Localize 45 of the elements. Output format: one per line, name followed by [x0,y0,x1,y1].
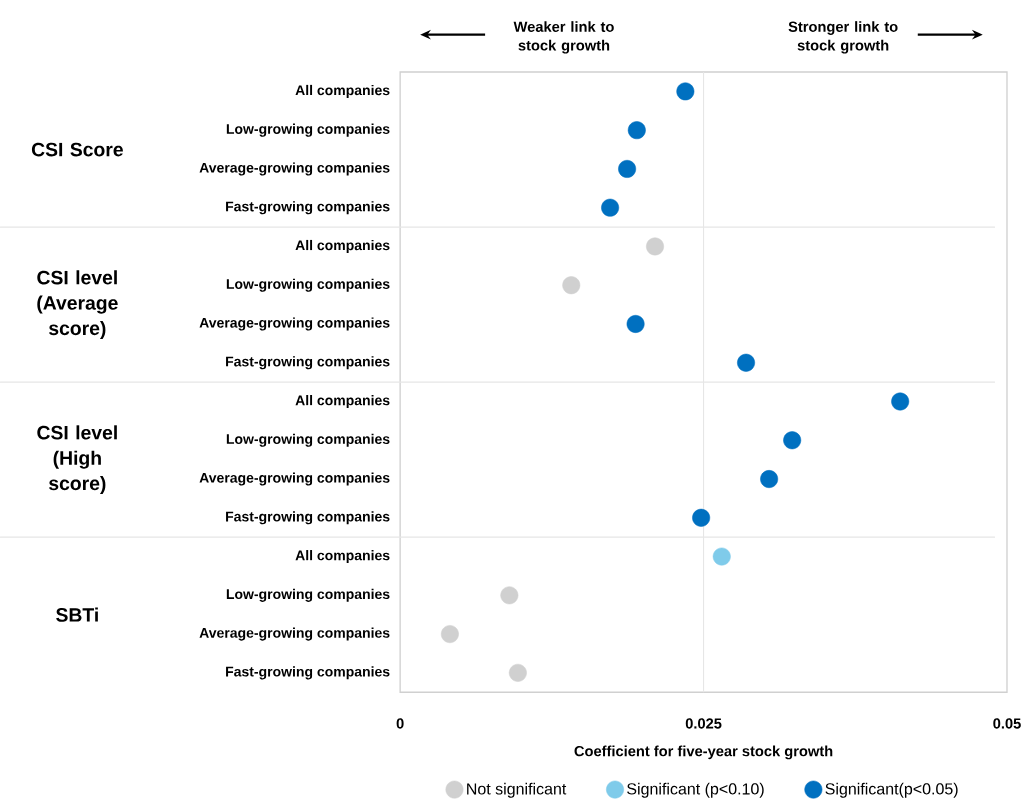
point [646,237,664,256]
point [626,314,645,333]
y-tick-label: Fast-growing companies [226,666,390,680]
point [692,508,711,527]
y-tick-label: Average-growing companies [199,162,390,176]
y-tick-label: All companies [295,239,390,253]
y-tick-label: Low-growing companies [226,588,390,602]
y-tick-label: All companies [295,549,390,563]
point [712,547,731,566]
point [737,353,755,372]
x-axis-title: Coefficient for five-year stock growth [574,745,833,760]
legend-label: Not significant [467,782,567,798]
text: CSI level (Average score) [37,270,118,339]
text: Weaker link to stock growth [513,21,614,54]
x-tick-label: 0.05 [993,718,1021,729]
y-tick-label: Low-growing companies [226,123,390,137]
y-tick-label: Fast-growing companies [226,511,390,525]
point [562,276,581,295]
text: CSI Score [31,142,123,157]
y-tick-label: Fast-growing companies [226,356,390,370]
y-tick-label: Low-growing companies [226,433,390,447]
point [760,469,779,488]
point [440,625,459,643]
point [618,159,637,178]
point [627,121,646,139]
point [508,663,527,682]
x-tick-label: 0.025 [685,718,722,729]
point [601,198,620,217]
text: Stronger link to stock growth [788,21,898,54]
point [500,586,519,605]
y-tick-label: Average-growing companies [199,472,390,486]
y-tick-label: Fast-growing companies [226,201,390,215]
text: SBTi [56,607,98,622]
legend-label: Significant (p<0.10) [627,782,764,798]
point [676,82,695,101]
text: CSI level (High score) [37,425,117,494]
y-tick-label: Average-growing companies [199,627,390,641]
y-tick-label: All companies [295,394,390,408]
point [783,431,802,450]
y-tick-label: All companies [295,84,390,98]
y-tick-label: Low-growing companies [226,278,390,292]
y-tick-label: Average-growing companies [199,317,390,331]
x-tick-label: 0 [396,718,404,729]
point [891,392,910,411]
legend-label: Significant(p<0.05) [825,782,958,798]
